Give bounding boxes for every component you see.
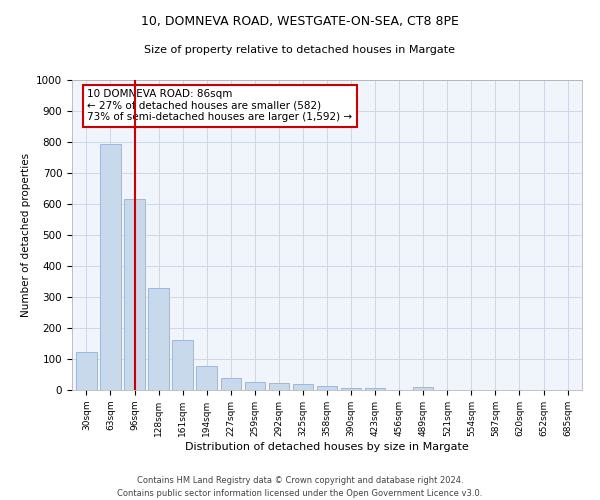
- Bar: [293, 384, 313, 390]
- Bar: [172, 340, 193, 390]
- X-axis label: Distribution of detached houses by size in Margate: Distribution of detached houses by size …: [185, 442, 469, 452]
- Text: Size of property relative to detached houses in Margate: Size of property relative to detached ho…: [145, 45, 455, 55]
- Bar: [245, 382, 265, 390]
- Bar: [124, 200, 145, 390]
- Y-axis label: Number of detached properties: Number of detached properties: [20, 153, 31, 317]
- Bar: [269, 383, 289, 390]
- Bar: [365, 388, 385, 390]
- Bar: [196, 366, 217, 390]
- Bar: [100, 144, 121, 390]
- Text: 10, DOMNEVA ROAD, WESTGATE-ON-SEA, CT8 8PE: 10, DOMNEVA ROAD, WESTGATE-ON-SEA, CT8 8…: [141, 15, 459, 28]
- Bar: [76, 352, 97, 390]
- Bar: [413, 387, 433, 390]
- Text: Contains HM Land Registry data © Crown copyright and database right 2024.
Contai: Contains HM Land Registry data © Crown c…: [118, 476, 482, 498]
- Bar: [148, 288, 169, 390]
- Text: 10 DOMNEVA ROAD: 86sqm
← 27% of detached houses are smaller (582)
73% of semi-de: 10 DOMNEVA ROAD: 86sqm ← 27% of detached…: [88, 90, 352, 122]
- Bar: [341, 388, 361, 390]
- Bar: [317, 386, 337, 390]
- Bar: [221, 378, 241, 390]
